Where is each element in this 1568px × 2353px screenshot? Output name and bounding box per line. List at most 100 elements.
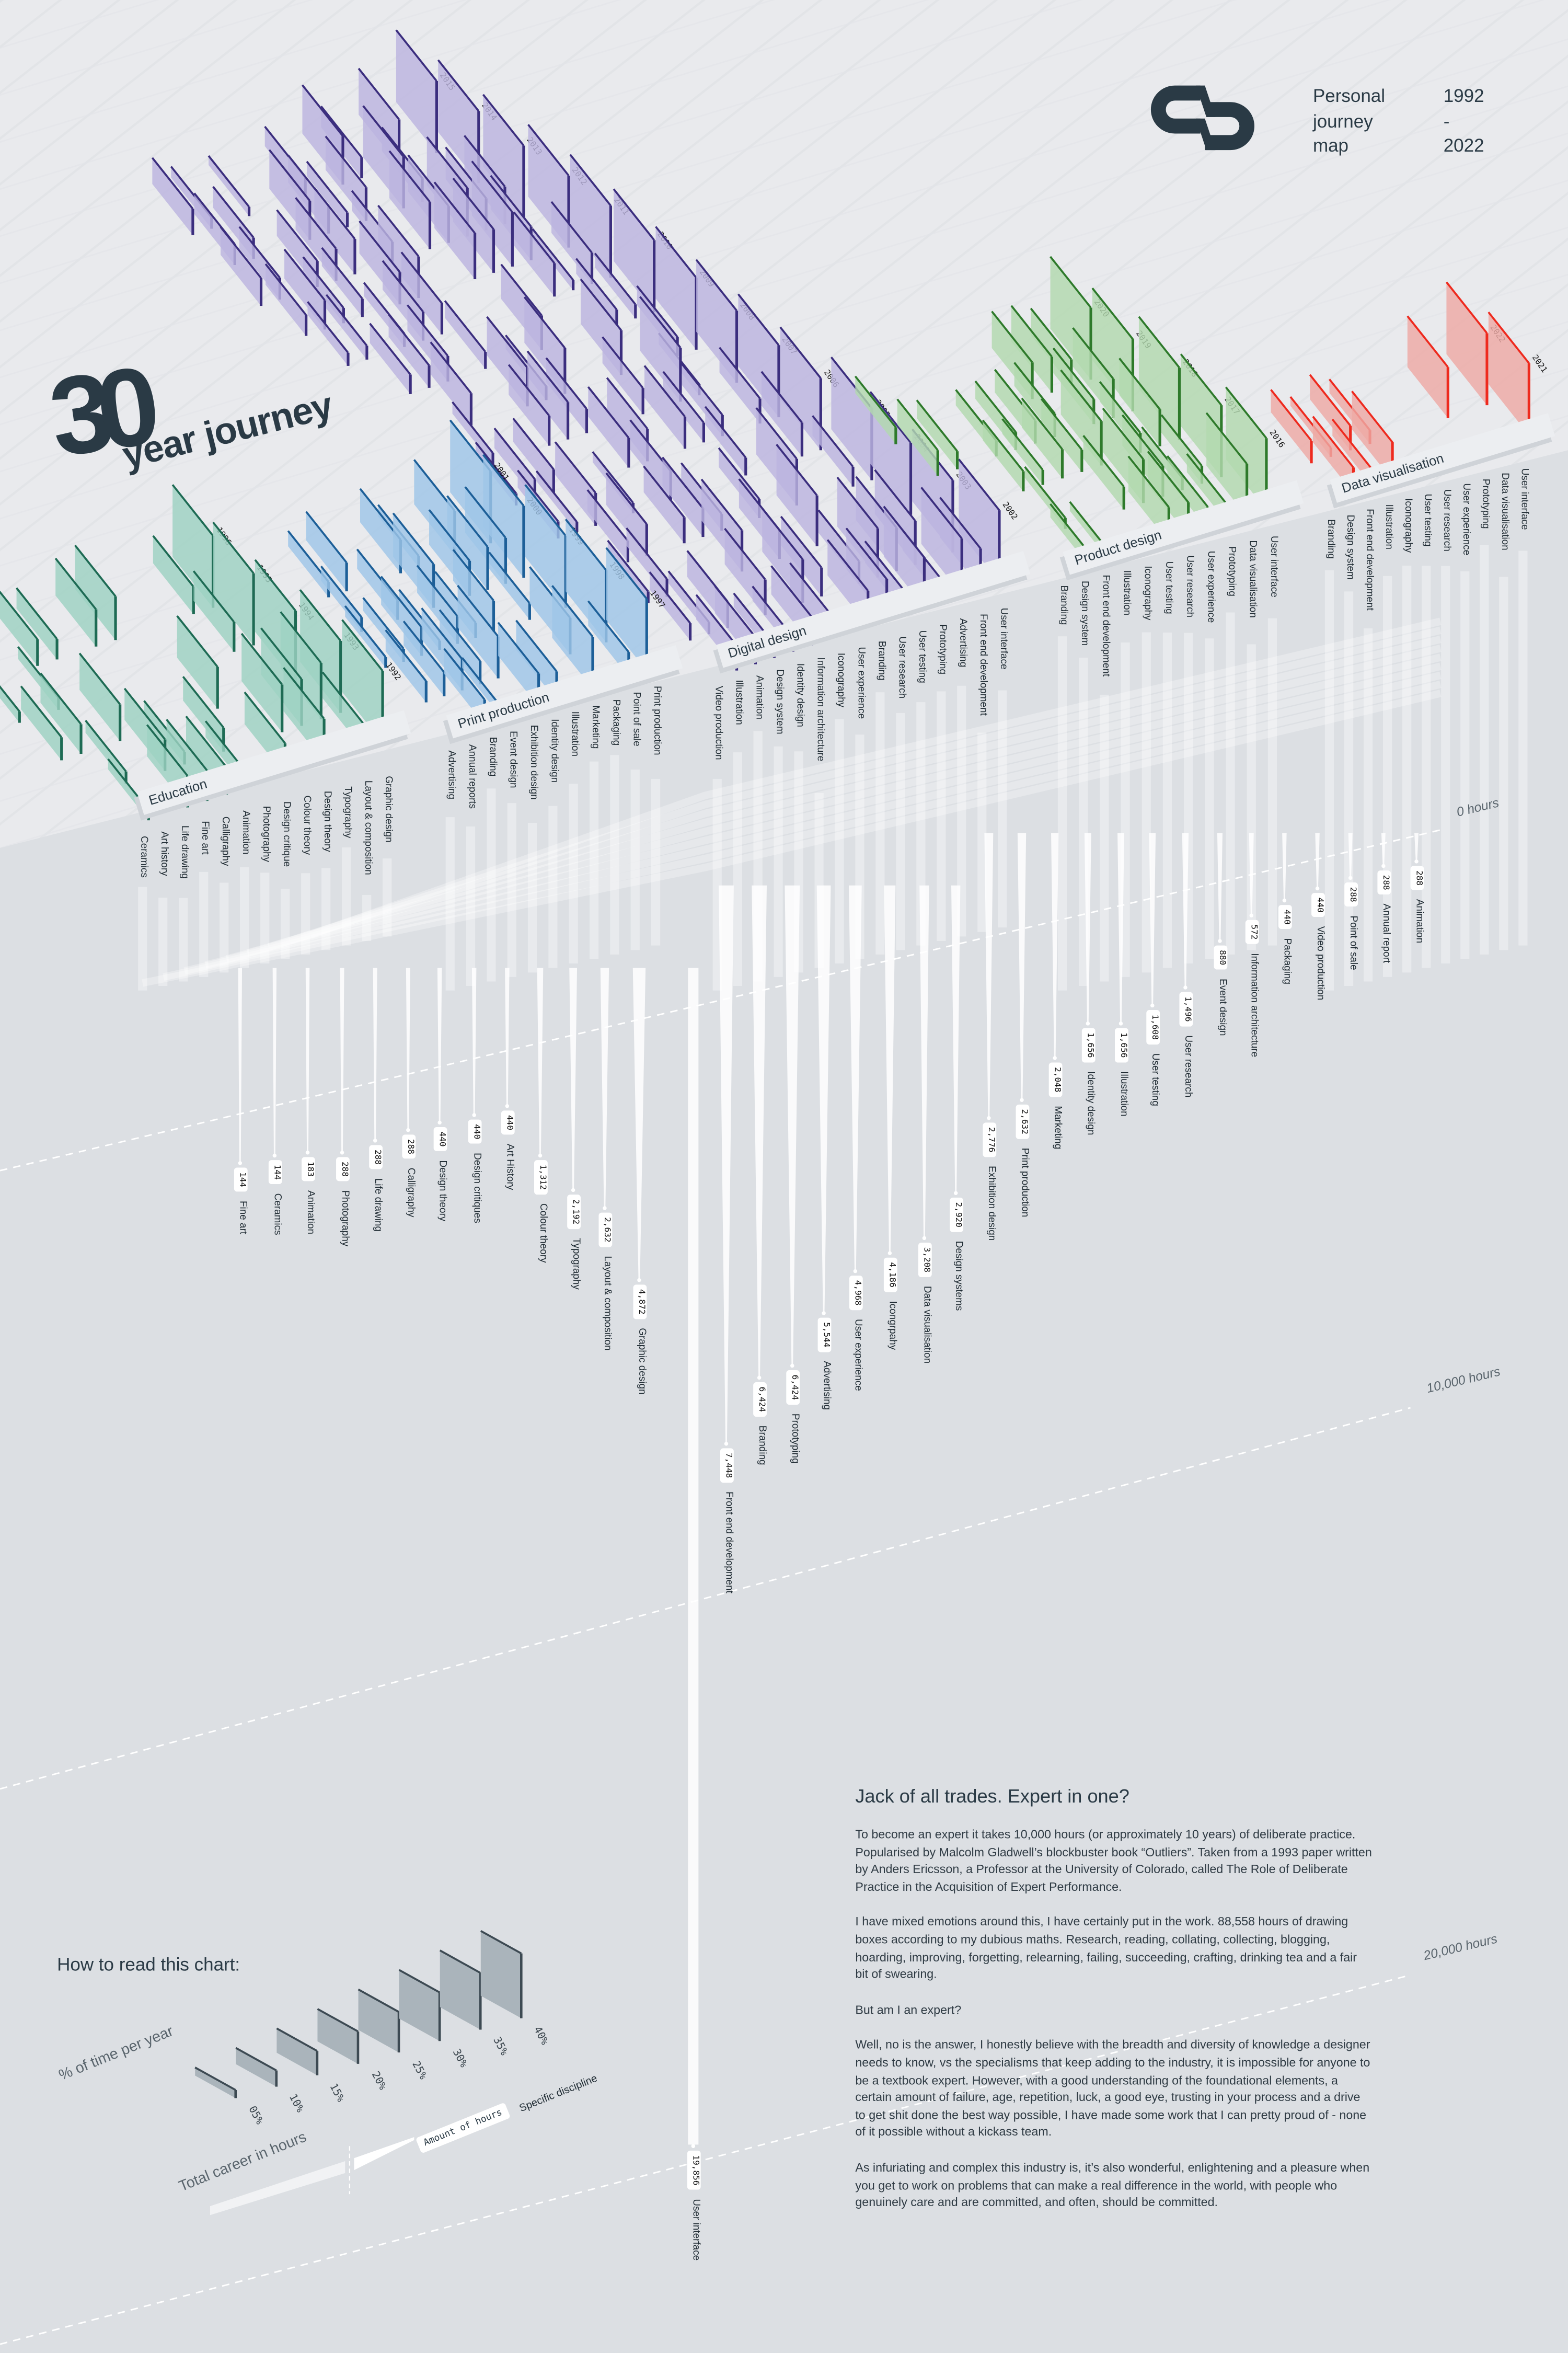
hours-badge: 288 [1377,870,1391,895]
discipline-label: Photography [339,1190,350,1247]
hour-line [1084,833,1091,1023]
article-title: Jack of all trades. Expert in one? [855,1786,1129,1807]
reference-line-0 [0,829,1441,1172]
hours-badge: 4,872 [633,1284,647,1319]
header-line-3: map [1312,135,1349,156]
skill-column [507,803,516,977]
year-plate [569,154,612,278]
connector-band [267,635,1442,951]
hour-line [505,968,510,1105]
skill-label: Data visualisation [1499,473,1510,551]
year-plate [575,258,618,325]
discipline-label: Point of sale [1347,915,1358,970]
skill-column [487,788,496,982]
skill-label: Illustration [733,680,744,726]
discipline-label: Typography [570,1237,581,1290]
year-plate [471,160,514,267]
discipline-label: Animation [1413,899,1424,944]
skill-label: Design critique [281,801,292,867]
connector-band [204,662,1442,969]
skill-label: Data visualisation [1247,541,1258,618]
hour-line-end [922,1236,927,1241]
hour-marker: 288 Life drawing [369,1145,383,1232]
hours-badge: 440 [1278,905,1292,929]
hour-line-end [305,1151,310,1155]
year-plate [444,300,487,369]
hour-line-end [887,1251,892,1255]
hours-badge: 880 [1214,945,1227,970]
year-plate [430,341,473,426]
year-plate [488,552,531,620]
year-plate [982,419,1025,491]
hour-line-end [1150,1003,1155,1008]
skill-column [1100,694,1109,982]
year-plate [385,629,428,703]
hour-marker: 880 Event design [1214,945,1228,1036]
hours-badge: 288 [1410,866,1424,890]
skill-column [220,882,229,973]
hour-line-end [505,1104,510,1108]
hour-line [1017,833,1027,1099]
hours-badge: 6,424 [786,1370,799,1405]
year-plate [54,557,98,647]
year-plate [916,399,959,469]
hour-line-end [691,2144,696,2148]
header-line-2: journey [1312,110,1373,132]
hours-badge: 7,448 [720,1448,733,1483]
year-plate [0,590,39,666]
skill-label: Colour theory [301,796,312,856]
hour-marker: 288 Calligraphy [402,1134,416,1218]
hour-line [1217,833,1223,940]
hour-line [816,885,831,1312]
hour-line [1117,833,1124,1023]
hour-marker: 288 Annual report [1377,870,1391,963]
skill-label: Video production [712,685,723,760]
legend-plate [317,2008,360,2064]
hours-badge: 2,048 [1048,1062,1062,1097]
year-plate [605,472,648,556]
year-plate [812,415,855,487]
skill-column [1499,577,1508,950]
hour-line [238,968,243,1162]
hour-marker: 6,424 Branding [753,1382,767,1465]
connector-band [309,617,1442,939]
skill-column [301,873,310,955]
skill-label: User research [896,635,907,698]
year-plate [482,94,525,218]
discipline-label: Packaging [1281,938,1293,984]
year-plate [526,350,570,440]
hour-line-end [637,1278,641,1282]
hour-line [688,968,699,2145]
year-plate [1119,358,1161,446]
hour-line-end [1381,864,1386,868]
hour-line-end [340,1151,344,1155]
skill-label: Illustration [1383,504,1394,549]
year-plate [508,364,551,446]
skill-column [158,898,168,986]
year-plate [776,444,818,546]
skill-label: Point of sale [630,692,641,747]
skill-label: Layout & composition [362,780,373,876]
skill-column [1363,628,1373,982]
hour-line-end [822,1311,826,1315]
skill-label: User testing [1422,493,1433,547]
reference-lines [0,829,1441,2345]
skill-label: Illustration [1121,570,1132,616]
skill-label: User research [1184,555,1195,618]
hour-line-end [853,1269,858,1273]
hour-line-end [1249,913,1253,917]
discipline-label: Icongrpahy [886,1301,898,1350]
skill-label: Prototyping [1226,545,1237,596]
discipline-label: User interface [690,2199,701,2261]
legend-plates [194,1930,523,2216]
hours-badge: 2,632 [1016,1104,1029,1139]
discipline-label: Data visualisation [921,1285,932,1364]
hours-badge: 2,192 [567,1195,580,1229]
year-plate [446,495,489,590]
skill-label: User research [1441,488,1452,551]
hours-badge: 5,544 [817,1317,831,1352]
hour-line-end [238,1161,243,1165]
hour-line-end [1119,1021,1123,1026]
skill-column [589,761,599,959]
